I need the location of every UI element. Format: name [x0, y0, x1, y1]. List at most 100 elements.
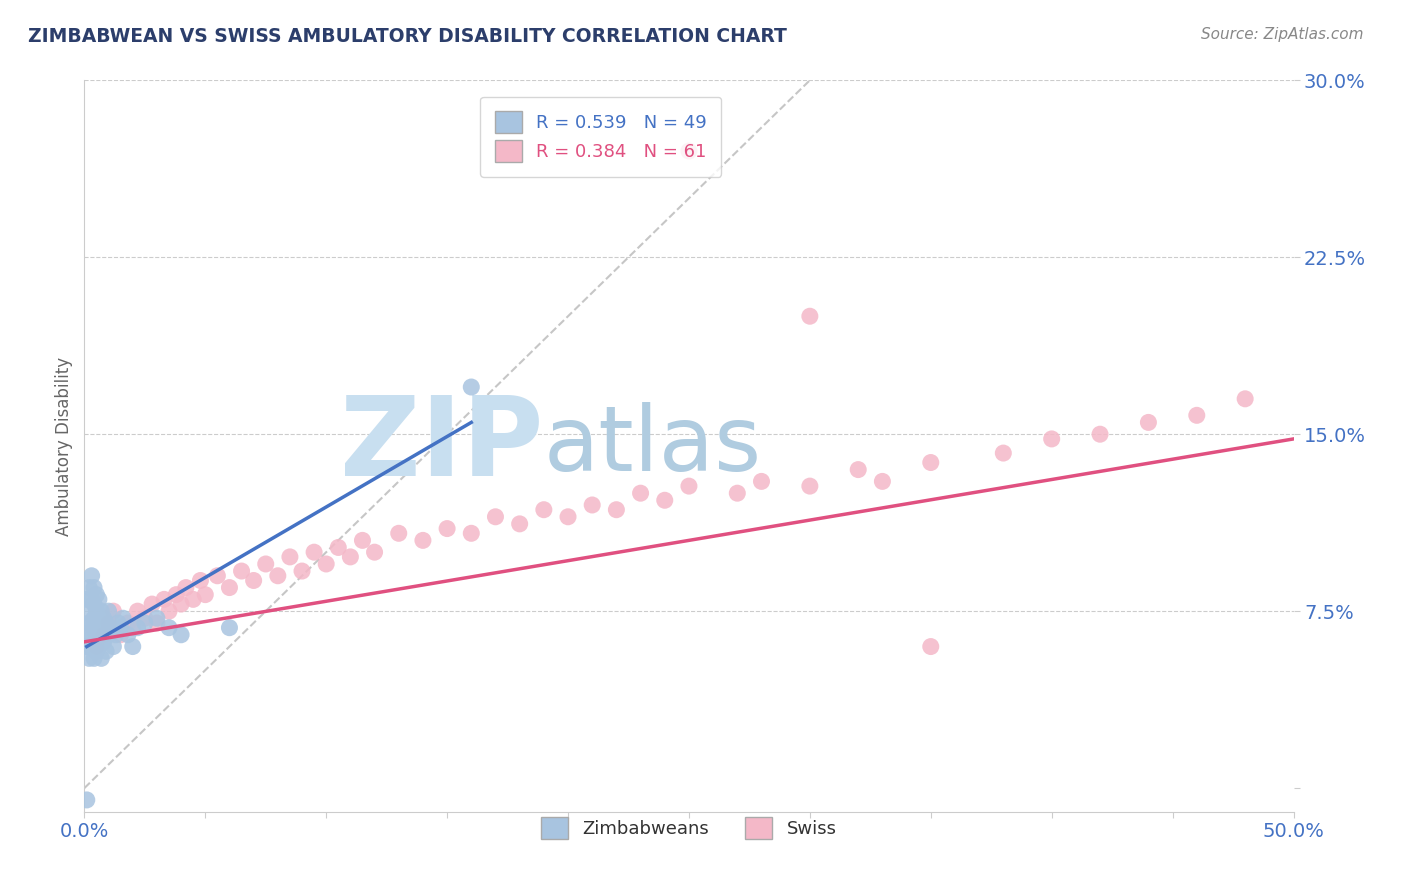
Point [76, 640, 98, 654]
Text: ZIP: ZIP [340, 392, 544, 500]
Point [846, 462, 869, 476]
Point [1185, 409, 1208, 423]
Point [352, 533, 374, 548]
Point [117, 615, 139, 630]
Point [484, 509, 506, 524]
Point [90, 651, 112, 665]
Point [87, 640, 110, 654]
Point [302, 545, 325, 559]
Point [725, 486, 748, 500]
Point [110, 628, 132, 642]
Point [104, 628, 127, 642]
Point [1234, 392, 1257, 406]
Point [654, 493, 676, 508]
Point [157, 621, 180, 635]
Point [388, 526, 411, 541]
Point [436, 522, 458, 536]
Point [86, 640, 108, 654]
Point [112, 611, 135, 625]
Point [90, 621, 112, 635]
Point [605, 502, 627, 516]
Point [231, 564, 253, 578]
Point [76, 793, 98, 807]
Point [799, 479, 821, 493]
Point [678, 144, 700, 158]
Point [181, 592, 204, 607]
Point [93, 628, 115, 642]
Point [76, 592, 98, 607]
Point [97, 628, 120, 642]
Point [170, 628, 193, 642]
Point [218, 621, 240, 635]
Point [141, 597, 163, 611]
Point [328, 541, 350, 555]
Point [1137, 416, 1160, 430]
Point [76, 604, 98, 618]
Point [678, 479, 700, 493]
Point [134, 615, 156, 630]
Point [83, 581, 105, 595]
Point [920, 640, 942, 654]
Point [363, 545, 385, 559]
Point [1040, 432, 1063, 446]
Point [107, 615, 129, 630]
Text: Source: ZipAtlas.com: Source: ZipAtlas.com [1201, 27, 1364, 42]
Point [207, 568, 229, 582]
Point [412, 533, 434, 548]
Point [127, 604, 149, 618]
Point [121, 621, 143, 635]
Point [339, 549, 361, 564]
Point [80, 640, 103, 654]
Point [77, 581, 100, 595]
Y-axis label: Ambulatory Disability: Ambulatory Disability [55, 357, 73, 535]
Point [157, 604, 180, 618]
Point [146, 615, 169, 630]
Point [94, 615, 117, 630]
Point [630, 486, 652, 500]
Point [93, 611, 115, 625]
Point [117, 628, 139, 642]
Point [315, 557, 337, 571]
Text: ZIMBABWEAN VS SWISS AMBULATORY DISABILITY CORRELATION CHART: ZIMBABWEAN VS SWISS AMBULATORY DISABILIT… [28, 27, 787, 45]
Point [83, 621, 105, 635]
Point [581, 498, 603, 512]
Point [194, 588, 217, 602]
Point [291, 564, 314, 578]
Point [254, 557, 277, 571]
Point [872, 475, 894, 489]
Point [460, 526, 482, 541]
Point [153, 592, 176, 607]
Point [121, 640, 143, 654]
Legend: Zimbabweans, Swiss: Zimbabweans, Swiss [526, 803, 852, 854]
Point [146, 611, 169, 625]
Point [103, 604, 125, 618]
Point [86, 628, 108, 642]
Point [1088, 427, 1111, 442]
Point [278, 549, 301, 564]
Point [77, 651, 100, 665]
Point [993, 446, 1015, 460]
Point [97, 604, 120, 618]
Point [267, 568, 290, 582]
Text: atlas: atlas [544, 402, 762, 490]
Point [87, 592, 110, 607]
Point [83, 651, 105, 665]
Point [509, 516, 531, 531]
Point [80, 628, 103, 642]
Point [242, 574, 264, 588]
Point [165, 588, 187, 602]
Point [920, 456, 942, 470]
Point [103, 640, 125, 654]
Point [460, 380, 482, 394]
Point [83, 611, 105, 625]
Point [218, 581, 240, 595]
Point [557, 509, 579, 524]
Point [87, 615, 110, 630]
Point [751, 475, 773, 489]
Point [86, 604, 108, 618]
Point [86, 588, 108, 602]
Point [77, 628, 100, 642]
Point [127, 621, 149, 635]
Point [80, 568, 103, 582]
Point [83, 597, 105, 611]
